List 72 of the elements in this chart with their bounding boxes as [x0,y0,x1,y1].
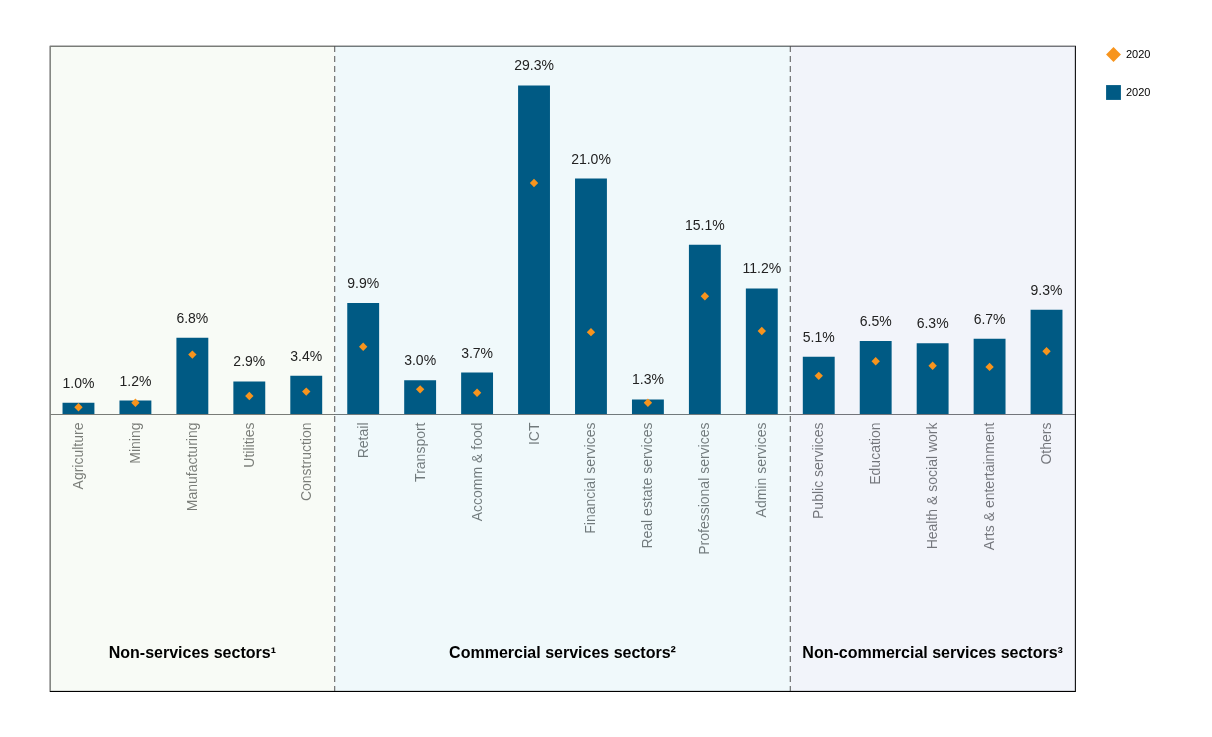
data-label: 6.5% [859,313,892,330]
data-label: 3.4% [290,347,323,364]
bar [631,399,664,414]
data-label: 5.1% [802,328,835,345]
data-label: 1.0% [62,374,95,391]
legend-label: 2020 [1126,47,1151,60]
x-tick-label: Education [867,422,884,485]
point [529,178,539,188]
point [871,357,880,366]
bar [290,375,323,414]
bar [859,341,892,414]
data-label: 6.8% [176,309,209,326]
bar [233,381,266,414]
bar [119,400,152,414]
point [302,387,311,396]
data-label: 9.3% [1030,281,1063,298]
bar [802,356,835,414]
bar [1030,309,1063,414]
x-tick-label: Financial services [582,422,599,534]
point [472,388,482,397]
x-tick-label: Utilities [240,422,257,468]
point [415,385,425,394]
x-tick-label: Real estate services [639,422,656,549]
bar [575,178,607,414]
bar [518,85,550,414]
bar [973,338,1006,414]
x-tick-label: Admin services [753,422,770,518]
bar [916,343,949,414]
data-label: 2.9% [233,353,266,370]
data-label: 21.0% [571,150,611,167]
data-label: 6.3% [916,315,949,332]
x-tick-label: Professional services [696,422,713,555]
x-tick-label: Construction [297,422,314,502]
x-tick-label: Arts & entertainment [981,422,998,551]
x-tick-label: Public serviices [810,422,827,519]
x-tick-label: Manufacturing [183,422,200,512]
x-tick-label: Transport [411,422,428,482]
data-label: 1.3% [631,371,664,388]
point [700,292,710,301]
x-tick-label: Health & social work [924,421,941,550]
x-tick-label: Mining [126,422,143,464]
point [359,342,368,351]
band-label: Non-services sectors¹ [108,643,276,661]
point [757,326,766,336]
band-label: Non-commercial services sectors³ [802,643,1063,661]
x-tick-label: Accomm & food [468,422,485,522]
point [188,350,197,359]
bar [688,244,721,414]
point [1042,347,1051,356]
legend-label: 2020 [1126,85,1151,98]
bar [404,380,437,414]
data-label: 6.7% [973,310,1006,327]
point [985,362,994,372]
bar [461,372,494,414]
x-tick-label: ICT [525,422,542,446]
data-label: 3.7% [461,344,494,361]
data-label: 1.2% [119,372,152,389]
data-label: 15.1% [685,216,725,233]
band-label: Commercial services sectors² [449,643,676,661]
data-label: 9.9% [347,274,380,291]
x-tick-label: Others [1038,422,1055,465]
point [586,327,596,337]
x-tick-label: Retail [354,422,371,459]
point [814,371,823,381]
data-label: 3.0% [404,352,437,369]
bar [347,302,380,414]
data-label: 11.2% [742,260,782,277]
x-tick-label: Agriculture [69,422,86,490]
point [928,361,937,370]
bar [176,337,209,414]
bar [745,288,778,414]
data-label: 29.3% [514,57,554,74]
